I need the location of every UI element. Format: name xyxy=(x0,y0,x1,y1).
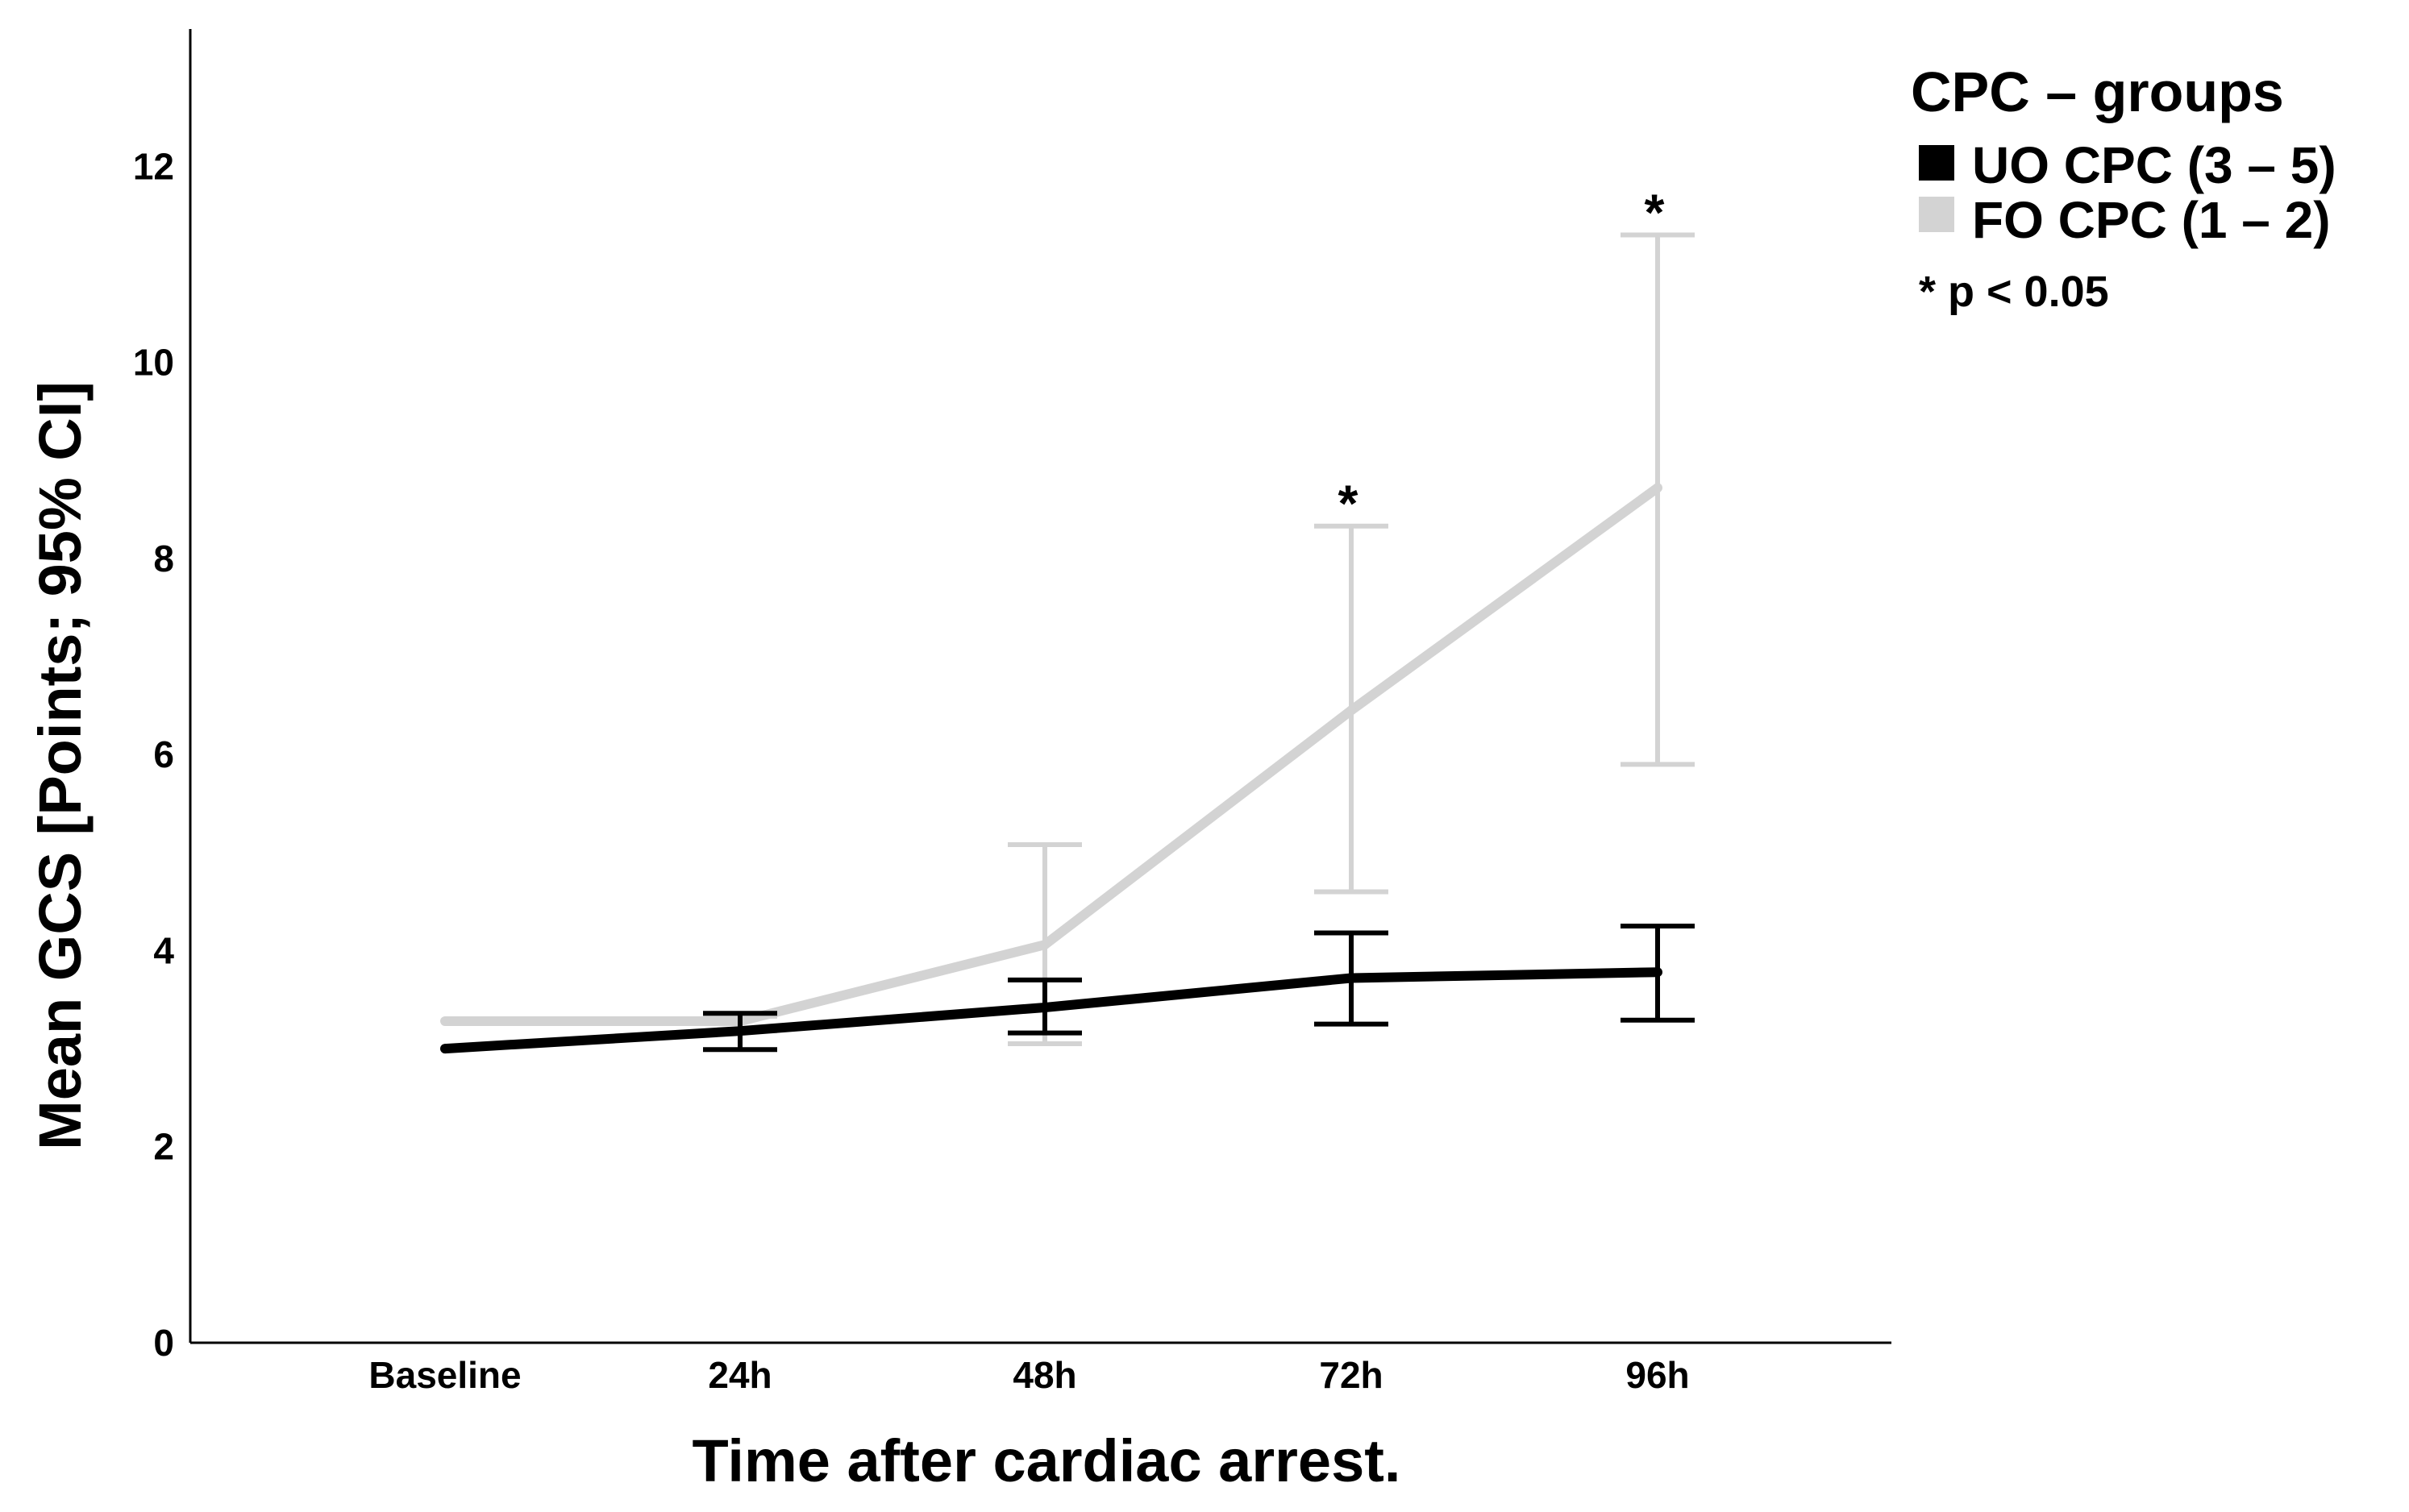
y-axis-title: Mean GCS [Points; 95% CI] xyxy=(27,381,94,1150)
axes xyxy=(189,29,1891,1344)
legend-swatch-uo-cpc xyxy=(1919,145,1954,181)
x-tick-label-baseline: Baseline xyxy=(368,1354,521,1396)
legend-label-uo-cpc: UO CPC (3 – 5) xyxy=(1972,136,2336,194)
line-fo-cpc-1-2 xyxy=(445,484,1661,1027)
point-fo-cpc-1-2-72h xyxy=(1346,705,1356,716)
x-tick-label-96h: 96h xyxy=(1625,1354,1689,1396)
legend-swatch-fo-cpc xyxy=(1919,197,1954,232)
y-tick-label-8: 8 xyxy=(153,538,174,579)
legend-title: CPC – groups xyxy=(1911,60,2284,123)
x-tick-label-24h: 24h xyxy=(708,1354,772,1396)
y-tick-label-2: 2 xyxy=(153,1126,174,1168)
y-tick-label-0: 0 xyxy=(153,1322,174,1364)
point-uo-cpc-3-5-48h xyxy=(1040,1002,1050,1012)
point-uo-cpc-3-5-96h xyxy=(1653,967,1662,978)
x-tick-label-48h: 48h xyxy=(1013,1354,1076,1396)
point-fo-cpc-1-2-48h xyxy=(1040,940,1050,950)
series-uo-cpc-3-5 xyxy=(440,924,1695,1054)
significance-asterisk-96h: * xyxy=(1645,183,1665,241)
point-uo-cpc-3-5-24h xyxy=(735,1026,745,1036)
legend-significance-note: * p < 0.05 xyxy=(1919,268,2109,316)
x-tick-label-72h: 72h xyxy=(1319,1354,1383,1396)
y-tick-label-4: 4 xyxy=(153,929,174,971)
legend: CPC – groups UO CPC (3 – 5) FO CPC (1 – … xyxy=(1911,60,2336,316)
x-axis-title: Time after cardiac arrest. xyxy=(693,1427,1401,1494)
point-uo-cpc-3-5-baseline xyxy=(440,1044,450,1054)
significance-asterisk-72h: * xyxy=(1338,475,1358,533)
legend-label-fo-cpc: FO CPC (1 – 2) xyxy=(1972,191,2331,249)
y-tick-label-10: 10 xyxy=(133,342,174,384)
y-tick-label-12: 12 xyxy=(133,145,174,187)
line-uo-cpc-3-5 xyxy=(444,967,1658,1054)
x-tick-labels: Baseline 24h 48h 72h 96h xyxy=(368,1354,1689,1396)
series-layer xyxy=(440,232,1695,1054)
point-uo-cpc-3-5-72h xyxy=(1346,973,1356,983)
significance-annotations: ** xyxy=(1338,183,1665,532)
series-fo-cpc-1-2 xyxy=(440,232,1695,1046)
point-fo-cpc-1-2-baseline xyxy=(440,1016,450,1027)
y-tick-label-6: 6 xyxy=(153,733,174,775)
y-tick-labels: 0 2 4 6 8 10 12 xyxy=(133,145,175,1364)
point-fo-cpc-1-2-96h xyxy=(1653,483,1662,493)
